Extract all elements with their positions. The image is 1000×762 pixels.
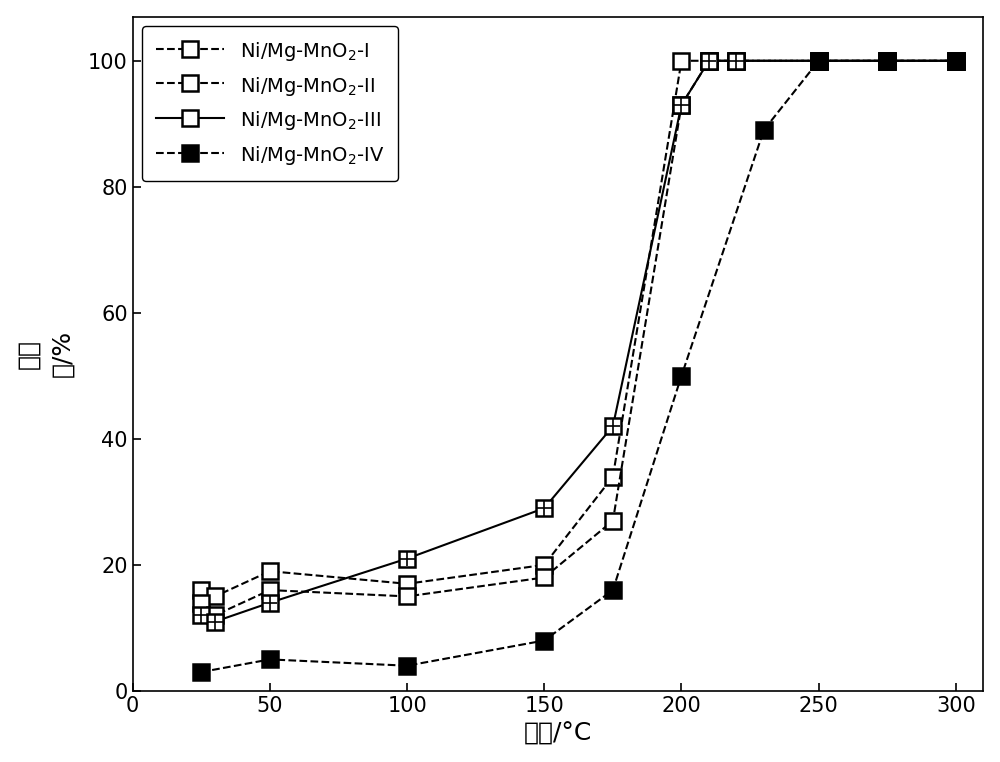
Ni/Mg-MnO$_2$-IV: [758, 126, 770, 135]
Ni/Mg-MnO$_2$-IV: [607, 585, 619, 594]
Line: Ni/Mg-MnO$_2$-II: Ni/Mg-MnO$_2$-II: [194, 53, 964, 623]
Ni/Mg-MnO$_2$-I: [209, 592, 221, 601]
Line: Ni/Mg-MnO$_2$-I: Ni/Mg-MnO$_2$-I: [194, 53, 964, 604]
Ni/Mg-MnO$_2$-II: [195, 598, 207, 607]
Ni/Mg-MnO$_2$-I: [881, 56, 893, 66]
Ni/Mg-MnO$_2$-II: [703, 56, 715, 66]
Ni/Mg-MnO$_2$-III: [881, 56, 893, 66]
Ni/Mg-MnO$_2$-IV: [675, 371, 687, 380]
Ni/Mg-MnO$_2$-III: [209, 617, 221, 626]
Ni/Mg-MnO$_2$-II: [813, 56, 825, 66]
Ni/Mg-MnO$_2$-III: [730, 56, 742, 66]
Ni/Mg-MnO$_2$-I: [675, 56, 687, 66]
Ni/Mg-MnO$_2$-I: [264, 567, 276, 576]
Ni/Mg-MnO$_2$-III: [401, 554, 413, 563]
Ni/Mg-MnO$_2$-I: [950, 56, 962, 66]
Ni/Mg-MnO$_2$-IV: [813, 56, 825, 66]
Ni/Mg-MnO$_2$-I: [813, 56, 825, 66]
Ni/Mg-MnO$_2$-II: [881, 56, 893, 66]
Ni/Mg-MnO$_2$-III: [703, 56, 715, 66]
Ni/Mg-MnO$_2$-III: [538, 504, 550, 513]
Ni/Mg-MnO$_2$-II: [401, 592, 413, 601]
Ni/Mg-MnO$_2$-I: [730, 56, 742, 66]
Ni/Mg-MnO$_2$-I: [538, 560, 550, 569]
Ni/Mg-MnO$_2$-II: [730, 56, 742, 66]
Ni/Mg-MnO$_2$-III: [264, 598, 276, 607]
Y-axis label: 转化
率/%: 转化 率/%: [17, 330, 74, 377]
Ni/Mg-MnO$_2$-II: [538, 573, 550, 582]
Legend: Ni/Mg-MnO$_2$-I, Ni/Mg-MnO$_2$-II, Ni/Mg-MnO$_2$-III, Ni/Mg-MnO$_2$-IV: Ni/Mg-MnO$_2$-I, Ni/Mg-MnO$_2$-II, Ni/Mg…: [142, 27, 398, 181]
Ni/Mg-MnO$_2$-II: [950, 56, 962, 66]
Line: Ni/Mg-MnO$_2$-IV: Ni/Mg-MnO$_2$-IV: [194, 53, 964, 680]
Ni/Mg-MnO$_2$-III: [675, 101, 687, 110]
Ni/Mg-MnO$_2$-III: [195, 610, 207, 620]
Ni/Mg-MnO$_2$-IV: [881, 56, 893, 66]
Ni/Mg-MnO$_2$-IV: [264, 655, 276, 664]
Ni/Mg-MnO$_2$-II: [607, 516, 619, 525]
Ni/Mg-MnO$_2$-I: [401, 579, 413, 588]
Ni/Mg-MnO$_2$-II: [264, 585, 276, 594]
Ni/Mg-MnO$_2$-IV: [538, 636, 550, 645]
X-axis label: 温度/°C: 温度/°C: [524, 722, 592, 745]
Ni/Mg-MnO$_2$-IV: [950, 56, 962, 66]
Line: Ni/Mg-MnO$_2$-III: Ni/Mg-MnO$_2$-III: [194, 53, 964, 629]
Ni/Mg-MnO$_2$-III: [950, 56, 962, 66]
Ni/Mg-MnO$_2$-III: [813, 56, 825, 66]
Ni/Mg-MnO$_2$-I: [607, 472, 619, 482]
Ni/Mg-MnO$_2$-III: [607, 421, 619, 431]
Ni/Mg-MnO$_2$-I: [703, 56, 715, 66]
Ni/Mg-MnO$_2$-II: [209, 610, 221, 620]
Ni/Mg-MnO$_2$-II: [675, 101, 687, 110]
Ni/Mg-MnO$_2$-IV: [195, 668, 207, 677]
Ni/Mg-MnO$_2$-IV: [401, 661, 413, 671]
Ni/Mg-MnO$_2$-I: [195, 585, 207, 594]
